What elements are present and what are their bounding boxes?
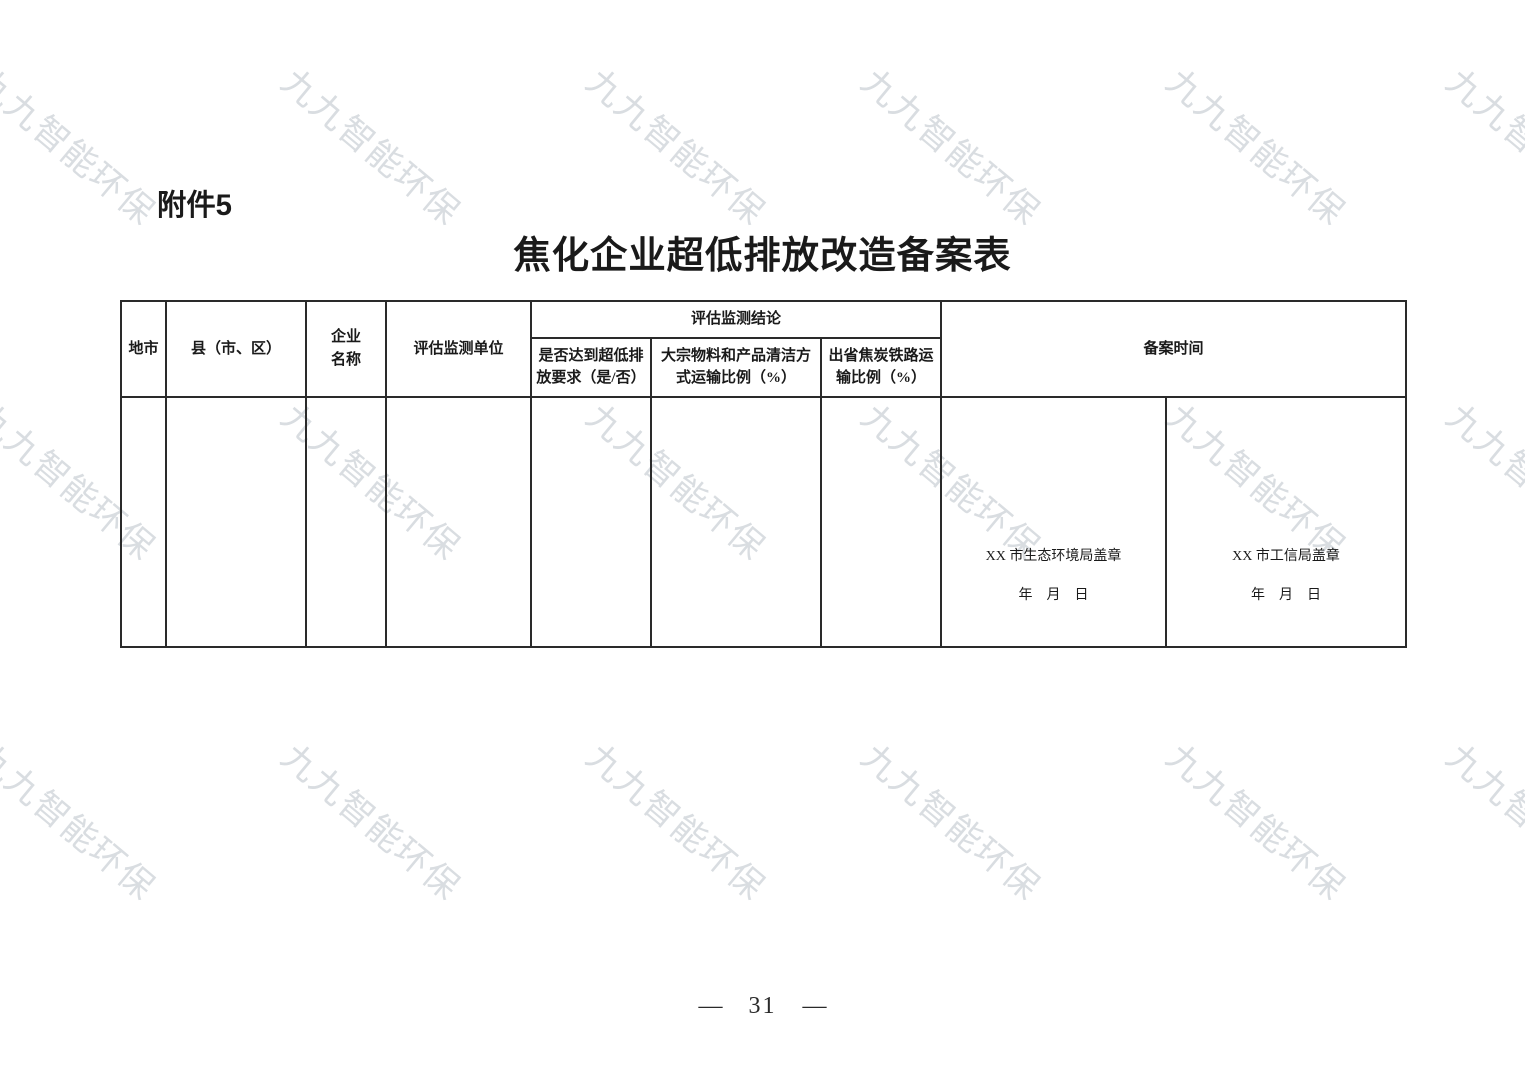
stamp-env-date: 年 月 日 [946, 576, 1161, 615]
col-city: 地市 [121, 301, 166, 397]
attachment-label: 附件5 [157, 182, 232, 224]
col-company: 企业名称 [306, 301, 386, 397]
page-number-dash-left: — [699, 993, 723, 1019]
cell-county [166, 397, 306, 647]
stamp-env-label: XX 市生态环境局盖章 [946, 537, 1161, 576]
col-eval-group: 评估监测结论 [531, 301, 941, 338]
table-header-row-1: 地市 县（市、区） 企业名称 评估监测单位 评估监测结论 备案时间 [121, 301, 1406, 338]
stamp-ind-label: XX 市工信局盖章 [1171, 537, 1401, 576]
cell-city [121, 397, 166, 647]
page-number-dash-right: — [803, 993, 827, 1019]
col-eval-unit: 评估监测单位 [386, 301, 531, 397]
record-table-container: 地市 县（市、区） 企业名称 评估监测单位 评估监测结论 备案时间 是否达到超低… [120, 300, 1405, 648]
page-number-value: 31 [749, 993, 777, 1019]
record-table: 地市 县（市、区） 企业名称 评估监测单位 评估监测结论 备案时间 是否达到超低… [120, 300, 1407, 648]
cell-eval-sub2 [651, 397, 821, 647]
cell-stamp-ind: XX 市工信局盖章 年 月 日 [1166, 397, 1406, 647]
page-number: — 31 — [0, 993, 1525, 1020]
table-row: XX 市生态环境局盖章 年 月 日 XX 市工信局盖章 年 月 日 [121, 397, 1406, 647]
col-eval-sub1: 是否达到超低排放要求（是/否） [531, 338, 651, 397]
col-record-time: 备案时间 [941, 301, 1406, 397]
stamp-ind-date: 年 月 日 [1171, 576, 1401, 615]
cell-company [306, 397, 386, 647]
col-eval-sub2: 大宗物料和产品清洁方式运输比例（%） [651, 338, 821, 397]
page-title: 焦化企业超低排放改造备案表 [0, 225, 1525, 279]
cell-eval-unit [386, 397, 531, 647]
cell-eval-sub1 [531, 397, 651, 647]
col-county: 县（市、区） [166, 301, 306, 397]
cell-eval-sub3 [821, 397, 941, 647]
cell-stamp-env: XX 市生态环境局盖章 年 月 日 [941, 397, 1166, 647]
col-eval-sub3: 出省焦炭铁路运输比例（%） [821, 338, 941, 397]
document-page: 附件5 焦化企业超低排放改造备案表 地市 县（市、区） 企业名称 评估监测单位 … [0, 0, 1525, 1080]
